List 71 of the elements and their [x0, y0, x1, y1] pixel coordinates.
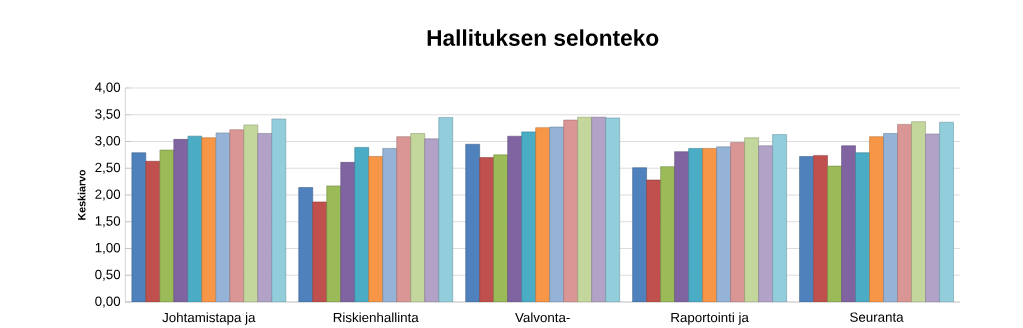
bar	[507, 135, 522, 302]
bar	[340, 162, 356, 302]
bar	[827, 165, 842, 302]
y-tick-label: 2,00	[95, 189, 121, 201]
bar	[813, 155, 828, 302]
x-tick-label: Riskienhallinta	[333, 312, 419, 323]
y-tick-label: 0,00	[95, 296, 121, 308]
bar	[563, 119, 578, 302]
bar	[424, 138, 440, 302]
y-tick-label: 1,00	[95, 243, 121, 255]
x-tick-label: Johtamistapa ja	[162, 312, 256, 325]
bar	[368, 156, 384, 302]
bar	[911, 121, 926, 302]
chart-title: Hallituksen selonteko	[427, 29, 659, 46]
bar	[758, 145, 773, 302]
bar	[897, 124, 912, 302]
bar	[243, 124, 259, 302]
y-tick-label: 3,00	[95, 136, 121, 148]
bar	[465, 143, 480, 302]
bar	[229, 129, 245, 302]
bar	[855, 152, 870, 302]
bar	[298, 187, 314, 302]
x-tick-label: Valvonta-	[515, 312, 570, 323]
bar	[215, 132, 231, 302]
y-tick-label: 0,50	[95, 269, 121, 281]
bar	[438, 117, 454, 302]
bar	[716, 146, 731, 302]
bar	[326, 185, 342, 302]
bar	[883, 133, 898, 302]
bar	[674, 151, 689, 302]
bar	[131, 152, 147, 302]
bar	[549, 126, 564, 302]
bar	[772, 134, 787, 302]
bar	[382, 148, 398, 302]
bar	[869, 136, 884, 302]
y-tick-label: 2,50	[95, 162, 121, 174]
bar	[187, 135, 203, 302]
x-tick-label: Raportointi ja	[671, 312, 749, 325]
bar	[312, 201, 328, 302]
bar	[493, 154, 508, 302]
bar	[841, 145, 856, 302]
bar	[159, 149, 175, 302]
bar	[591, 116, 606, 302]
bar	[939, 121, 954, 302]
bar	[521, 131, 536, 302]
bar	[605, 117, 620, 302]
bar	[479, 157, 494, 302]
bar	[646, 179, 661, 302]
bar	[660, 166, 675, 302]
bar	[577, 116, 592, 302]
y-tick-label: 4,00	[94, 82, 121, 94]
y-axis-title: Keskiarvo	[77, 169, 86, 220]
y-tick-label: 3,50	[95, 109, 121, 121]
bar	[688, 148, 703, 302]
bar	[535, 127, 550, 302]
bar	[271, 118, 287, 302]
bar	[257, 133, 273, 302]
bar	[145, 161, 161, 302]
bar	[354, 147, 370, 302]
bar	[201, 137, 217, 302]
bar	[632, 167, 647, 302]
bar	[799, 156, 814, 302]
bar	[702, 148, 717, 302]
bar	[730, 142, 745, 302]
y-tick-label: 1,50	[95, 216, 121, 228]
bar	[410, 133, 426, 302]
x-tick-label: Seuranta	[850, 312, 904, 322]
bar	[925, 133, 940, 302]
bar	[173, 139, 189, 302]
bar	[744, 137, 759, 302]
bar	[396, 136, 412, 302]
